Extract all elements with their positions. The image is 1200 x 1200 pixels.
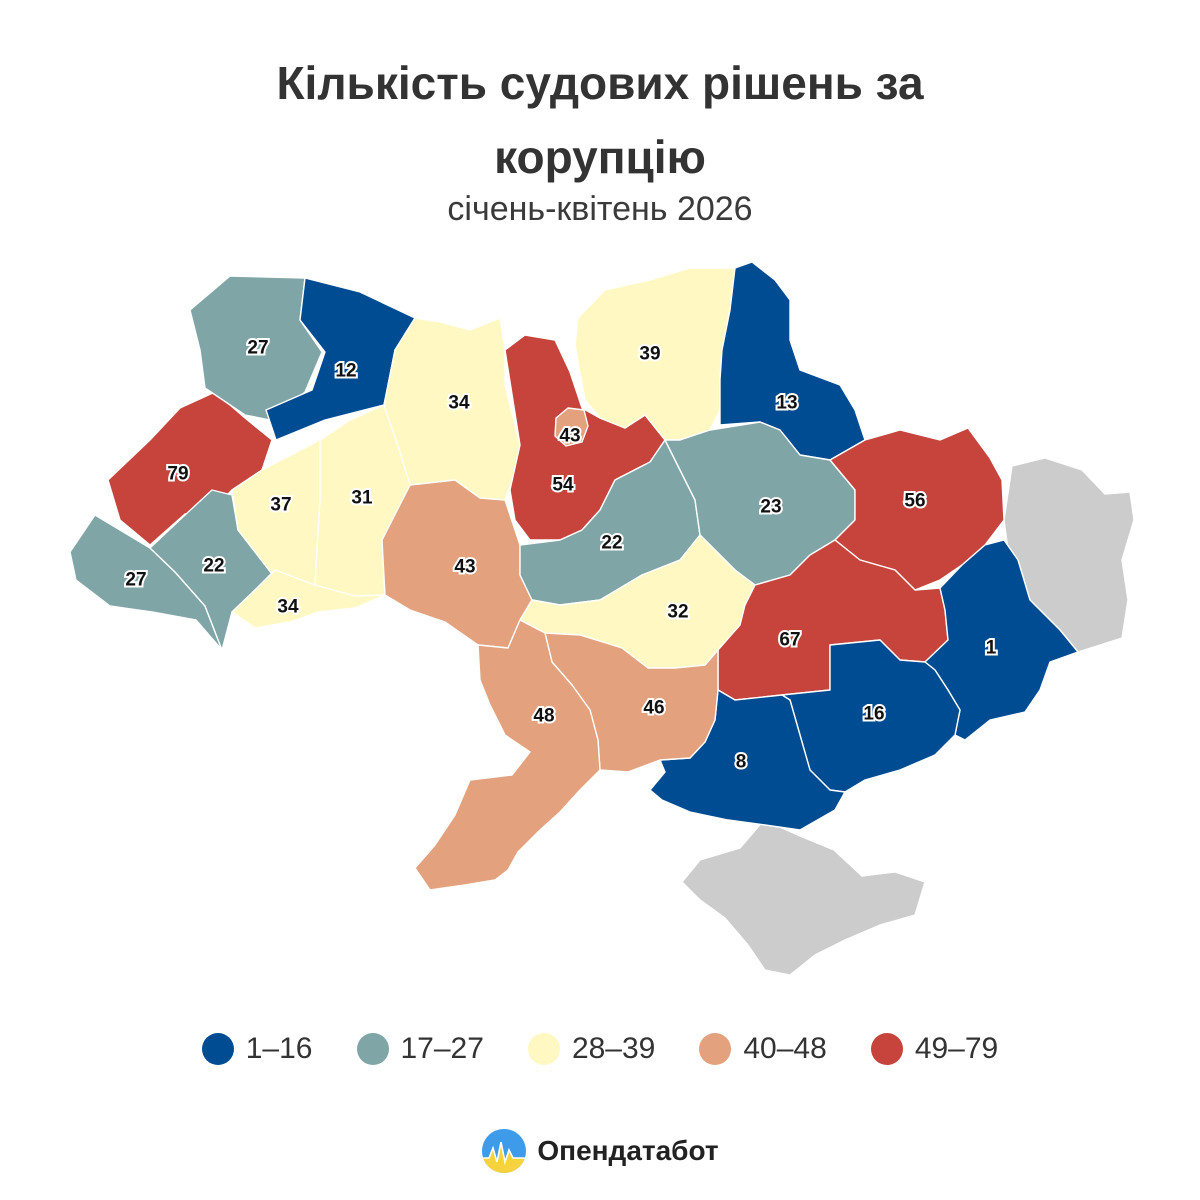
value-label-ternopilska: 37 — [270, 495, 291, 516]
value-label-sumska: 13 — [776, 393, 797, 414]
value-label-zakarpatska: 27 — [125, 570, 146, 591]
map-title-line-2: корупцію — [494, 131, 706, 183]
value-label-kyivska: 54 — [552, 475, 574, 496]
value-label-vinnytska: 43 — [454, 557, 475, 578]
value-label-lvivska: 79 — [167, 464, 188, 485]
value-label-chernihivska: 39 — [639, 344, 660, 365]
value-label-poltavska: 23 — [760, 497, 781, 518]
value-label-ivano-frankivska: 22 — [203, 556, 224, 577]
legend-swatch — [870, 1033, 903, 1065]
value-label-khersonska: 8 — [736, 752, 747, 773]
map-subtitle: січень-квітень 2026 — [447, 190, 753, 228]
value-label-mykolaivska: 46 — [643, 698, 664, 719]
legend-swatch — [356, 1033, 389, 1065]
value-label-zhytomyrska: 34 — [448, 393, 470, 414]
value-label-kirovohradska: 32 — [667, 602, 688, 623]
occupied-crimea — [681, 819, 926, 976]
legend-item: 28–39 — [527, 1032, 656, 1066]
legend-label: 1–16 — [245, 1032, 313, 1065]
region-odeska — [414, 619, 601, 891]
legend-item: 1–16 — [201, 1032, 313, 1066]
legend-swatch — [699, 1033, 732, 1065]
brand-footer: Опендатабот — [0, 1128, 1200, 1174]
region-rivnenska — [265, 277, 416, 441]
legend-label: 49–79 — [914, 1032, 999, 1065]
value-label-donetska: 1 — [986, 638, 997, 659]
legend-label: 28–39 — [571, 1032, 656, 1065]
value-label-kyiv-city: 43 — [559, 426, 580, 447]
region-kyiv-city — [554, 407, 589, 447]
value-label-volynska: 27 — [247, 338, 268, 359]
legend-item: 40–48 — [699, 1032, 827, 1066]
map-legend: 1–16 17–27 28–39 40–48 49–79 — [0, 1032, 1200, 1066]
legend-label: 17–27 — [400, 1032, 484, 1065]
legend-label: 40–48 — [743, 1032, 827, 1065]
legend-swatch — [201, 1033, 234, 1065]
value-label-chernivetska: 34 — [277, 597, 299, 618]
legend-item: 17–27 — [356, 1032, 484, 1066]
brand-name: Опендатабот — [537, 1135, 719, 1166]
value-label-rivnenska: 12 — [335, 361, 356, 382]
value-label-zaporizka: 16 — [863, 704, 884, 725]
region-chernihivska — [574, 267, 736, 441]
opendatabot-logo-icon — [482, 1129, 527, 1173]
value-label-khmelnytska: 31 — [351, 488, 373, 509]
map-title-line-1: Кількість судових рішень за — [276, 57, 924, 109]
map-title: Кількість судових рішень за корупцію — [0, 46, 1200, 194]
value-label-cherkaska: 22 — [601, 533, 622, 554]
legend-swatch — [527, 1033, 560, 1065]
region-volynska — [189, 275, 323, 421]
value-label-kharkivska: 56 — [904, 491, 925, 512]
legend-item: 49–79 — [870, 1032, 999, 1066]
value-label-odeska: 48 — [533, 706, 554, 727]
value-label-dnipropetrovska: 67 — [779, 630, 800, 651]
